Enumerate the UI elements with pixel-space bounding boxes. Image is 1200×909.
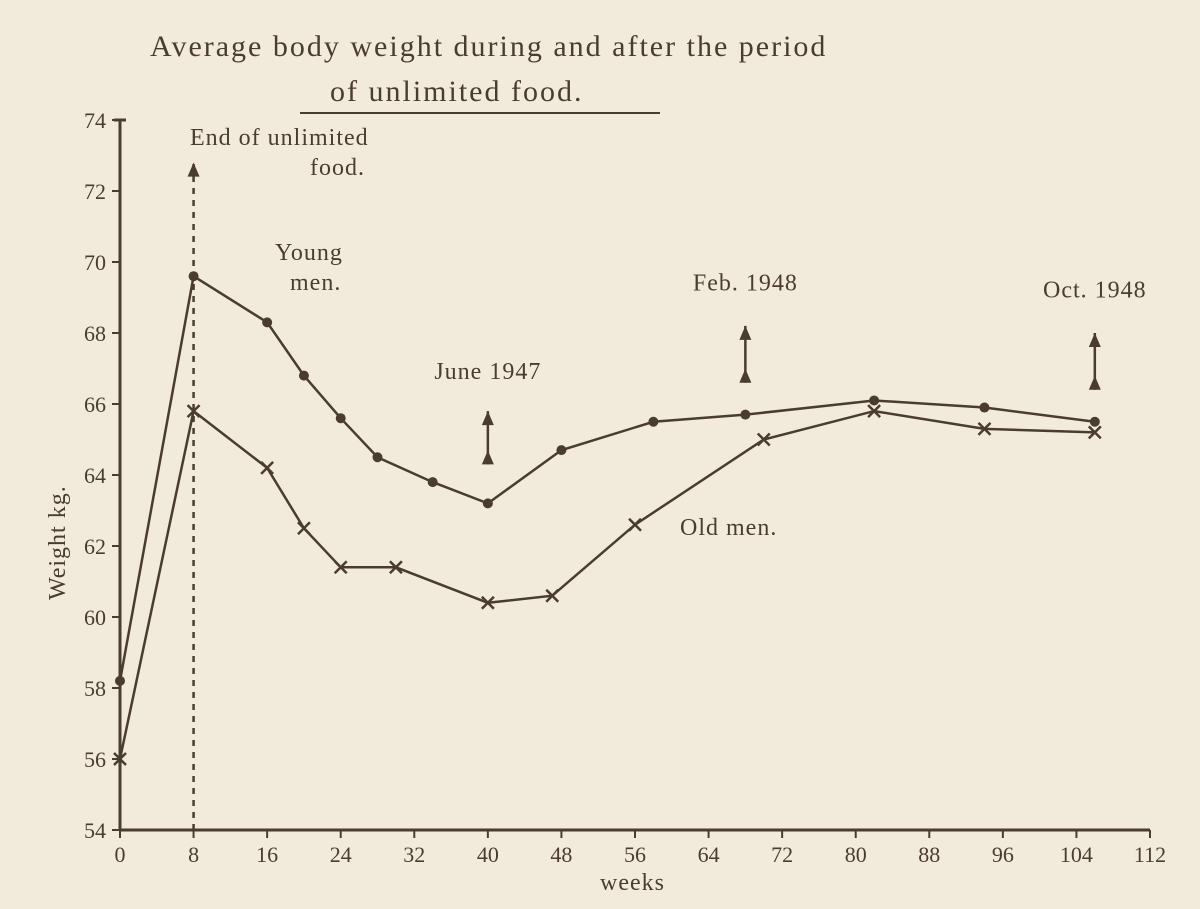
chart-title-underline — [300, 112, 660, 114]
chart-title-line2: of unlimited food. — [330, 75, 583, 109]
y-tick-label: 72 — [84, 179, 106, 204]
series-marker-dot — [262, 317, 272, 327]
x-tick-label: 56 — [624, 842, 646, 867]
series-marker-dot — [115, 676, 125, 686]
y-tick-label: 56 — [84, 747, 106, 772]
chart-svg: 54 56 58 60 62 64 66 68 70 72 74 0 8 16 24 32 40 48 56 64 72… — [0, 0, 1200, 909]
y-tick-label: 60 — [84, 605, 106, 630]
x-axis-label: weeks — [600, 870, 665, 897]
chart-annotation: food. — [310, 155, 365, 181]
series-marker-dot — [740, 410, 750, 420]
series-marker-dot — [189, 271, 199, 281]
chart-annotation: Young — [275, 240, 343, 266]
series-marker-dot — [373, 452, 383, 462]
y-tick-label: 54 — [84, 818, 106, 843]
x-tick-label: 112 — [1134, 842, 1166, 867]
x-tick-label: 24 — [330, 842, 352, 867]
y-tick-label: 66 — [84, 392, 106, 417]
y-tick-label: 68 — [84, 321, 106, 346]
series-marker-dot — [1090, 417, 1100, 427]
x-tick-label: 104 — [1060, 842, 1093, 867]
series-marker-dot — [428, 477, 438, 487]
series-marker-dot — [556, 445, 566, 455]
chart-annotation: End of unlimited — [190, 125, 369, 151]
series-marker-dot — [648, 417, 658, 427]
x-tick-label: 40 — [477, 842, 499, 867]
series-marker-dot — [483, 498, 493, 508]
x-tick-label: 32 — [403, 842, 425, 867]
x-tick-label: 80 — [845, 842, 867, 867]
x-tick-label: 72 — [771, 842, 793, 867]
series-line — [120, 411, 1095, 759]
series-marker-dot — [869, 395, 879, 405]
chart-page: Average body weight during and after the… — [0, 0, 1200, 909]
x-tick-label: 48 — [550, 842, 572, 867]
chart-annotation: men. — [290, 270, 341, 296]
y-tick-label: 74 — [84, 108, 106, 133]
x-tick-label: 16 — [256, 842, 278, 867]
series-line — [120, 276, 1095, 681]
y-tick-label: 62 — [84, 534, 106, 559]
x-tick-label: 96 — [992, 842, 1014, 867]
x-tick-label: 88 — [918, 842, 940, 867]
chart-annotation: Old men. — [680, 515, 777, 541]
series-marker-dot — [336, 413, 346, 423]
y-tick-label: 58 — [84, 676, 106, 701]
y-tick-label: 70 — [84, 250, 106, 275]
chart-title-line1: Average body weight during and after the… — [150, 30, 827, 64]
y-tick-label: 64 — [84, 463, 106, 488]
series-marker-dot — [979, 403, 989, 413]
x-tick-label: 8 — [188, 842, 199, 867]
date-annotation: Oct. 1948 — [1043, 278, 1147, 304]
date-annotation: Feb. 1948 — [693, 270, 798, 296]
x-tick-label: 0 — [115, 842, 126, 867]
y-axis-label: Weight kg. — [45, 485, 72, 600]
date-annotation: June 1947 — [434, 359, 541, 385]
series-marker-dot — [299, 371, 309, 381]
x-tick-label: 64 — [698, 842, 720, 867]
